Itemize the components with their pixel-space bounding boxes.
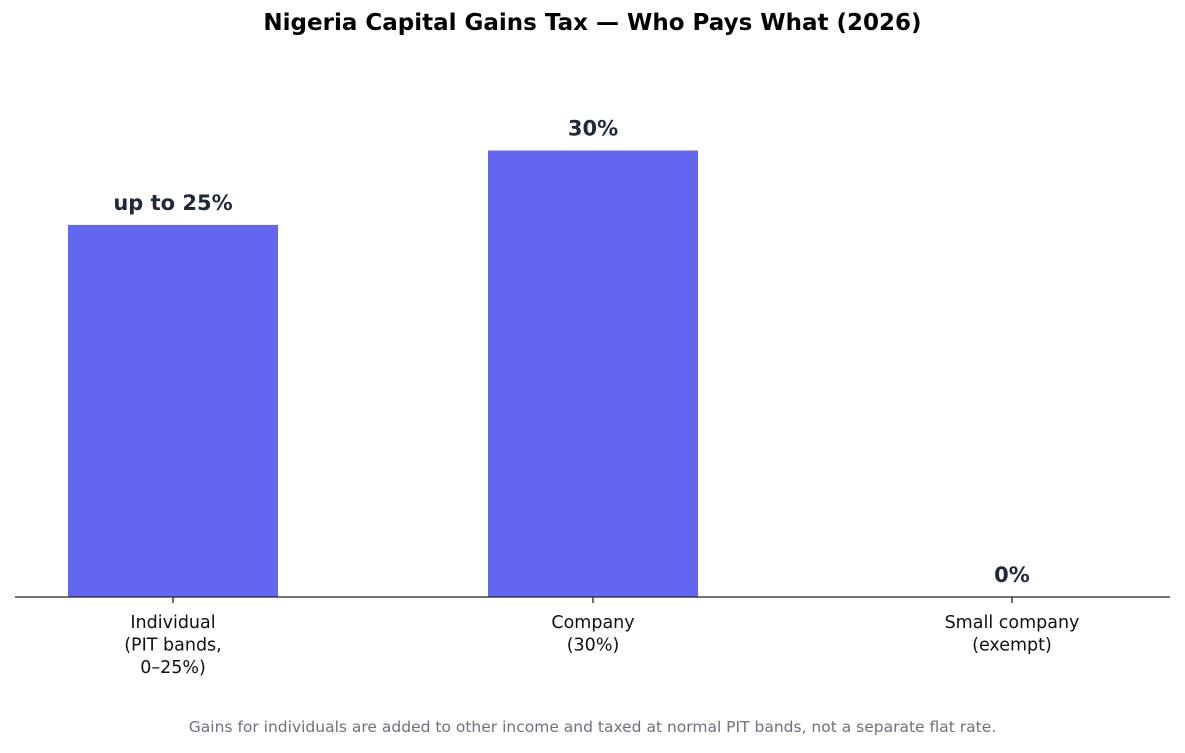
- x-tick-label-line: (PIT bands,: [124, 636, 222, 656]
- bar-0: [68, 224, 278, 597]
- x-tick-label-2: Small company (exempt): [945, 613, 1080, 656]
- data-labels-layer: up to 25% 30% 0%: [113, 116, 1030, 587]
- x-tick-label-line: Small company: [945, 613, 1080, 633]
- x-tick-label-line: (exempt): [972, 636, 1052, 656]
- data-label-1: 30%: [568, 116, 618, 140]
- x-tick-label-0: Individual (PIT bands, 0–25%): [124, 613, 222, 678]
- chart-title: Nigeria Capital Gains Tax — Who Pays Wha…: [263, 10, 922, 36]
- x-tick-label-line: Individual: [130, 613, 215, 633]
- x-tick-label-line: (30%): [567, 636, 620, 656]
- x-ticks-layer: Individual (PIT bands, 0–25%) Company (30%) S…: [124, 597, 1079, 678]
- x-tick-label-line: Company: [551, 613, 634, 633]
- x-tick-label-line: 0–25%): [140, 658, 206, 678]
- data-label-2: 0%: [994, 563, 1030, 587]
- footnote: Gains for individuals are added to other…: [188, 718, 997, 736]
- bar-1: [488, 150, 698, 597]
- data-label-0: up to 25%: [113, 191, 232, 215]
- x-tick-label-1: Company (30%): [551, 613, 634, 656]
- bars-layer: [68, 150, 698, 597]
